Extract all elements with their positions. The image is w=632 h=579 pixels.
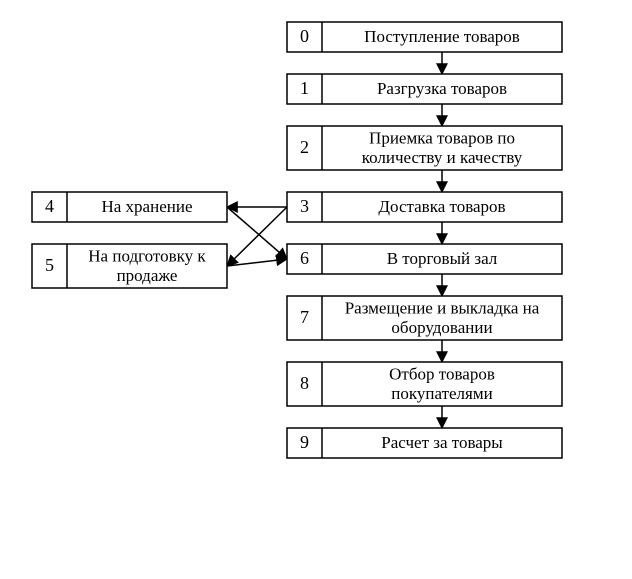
node-9-number: 9 bbox=[300, 432, 309, 452]
node-2-number: 2 bbox=[300, 137, 309, 157]
node-0-label: Поступление товаров bbox=[364, 27, 520, 46]
node-7-number: 7 bbox=[300, 307, 309, 327]
node-6: 6 В торговый зал bbox=[287, 244, 562, 274]
flowchart: 0 Поступление товаров 1 Разгрузка товаров 2 П… bbox=[0, 0, 632, 579]
node-1-number: 1 bbox=[300, 78, 309, 98]
node-4-number: 4 bbox=[45, 196, 54, 216]
edge-n5-n6 bbox=[227, 259, 287, 266]
nodes: 0 Поступление товаров 1 Разгрузка товаров 2 П… bbox=[32, 22, 562, 458]
node-9-label: Расчет за товары bbox=[381, 433, 503, 452]
node-6-number: 6 bbox=[300, 248, 309, 268]
node-9: 9 Расчет за товары bbox=[287, 428, 562, 458]
edge-n3-n5 bbox=[227, 207, 287, 266]
node-8: 8 Отбор товаровпокупателями bbox=[287, 362, 562, 406]
node-2-label: Приемка товаров поколичеству и качеству bbox=[362, 129, 523, 168]
node-8-label: Отбор товаровпокупателями bbox=[389, 365, 495, 404]
node-5-number: 5 bbox=[45, 255, 54, 275]
node-0: 0 Поступление товаров bbox=[287, 22, 562, 52]
node-3-number: 3 bbox=[300, 196, 309, 216]
node-3: 3 Доставка товаров bbox=[287, 192, 562, 222]
node-4: 4 На хранение bbox=[32, 192, 227, 222]
node-1-label: Разгрузка товаров bbox=[377, 79, 507, 98]
node-2: 2 Приемка товаров поколичеству и качеству bbox=[287, 126, 562, 170]
node-4-label: На хранение bbox=[101, 197, 192, 216]
node-5: 5На подготовку кпродаже bbox=[32, 244, 227, 288]
node-0-number: 0 bbox=[300, 26, 309, 46]
node-8-number: 8 bbox=[300, 373, 309, 393]
node-3-label: Доставка товаров bbox=[378, 197, 505, 216]
node-1: 1 Разгрузка товаров bbox=[287, 74, 562, 104]
node-6-label: В торговый зал bbox=[387, 249, 498, 268]
node-7: 7Размещение и выкладка наоборудовании bbox=[287, 296, 562, 340]
